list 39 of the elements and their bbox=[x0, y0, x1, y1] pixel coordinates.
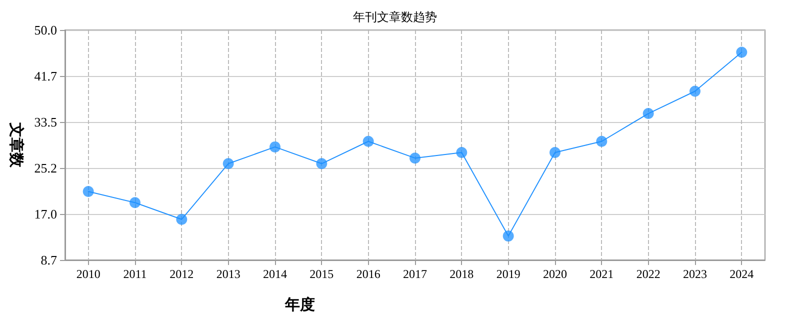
y-tick-label: 41.7 bbox=[34, 68, 58, 84]
point bbox=[82, 186, 94, 197]
x-tick-label: 2013 bbox=[216, 267, 240, 281]
point bbox=[176, 214, 188, 225]
point bbox=[362, 136, 374, 147]
y-tick-label: 25.2 bbox=[34, 160, 57, 176]
x-tick-label: 2010 bbox=[76, 267, 100, 281]
point bbox=[456, 147, 468, 158]
x-tick-label: 2019 bbox=[496, 267, 520, 281]
point bbox=[410, 152, 420, 164]
x-tick-label: 2017 bbox=[403, 267, 427, 281]
x-tick-label: 2023 bbox=[683, 267, 707, 281]
x-tick-label: 2022 bbox=[636, 267, 660, 281]
x-tick-label: 2011 bbox=[123, 267, 147, 281]
point bbox=[270, 141, 280, 152]
x-tick-label: 2021 bbox=[590, 267, 614, 281]
point bbox=[642, 108, 654, 120]
point bbox=[736, 46, 748, 58]
x-tick-label: 2012 bbox=[170, 267, 194, 281]
x-tick-label: 2014 bbox=[263, 267, 287, 281]
y-tick-label: 50.0 bbox=[34, 22, 57, 38]
point bbox=[130, 197, 140, 208]
point bbox=[690, 86, 700, 97]
x-tick-label: 2018 bbox=[450, 267, 474, 281]
chart-title: 年刊文章数趋势 bbox=[353, 10, 437, 24]
point bbox=[596, 136, 608, 147]
point bbox=[502, 230, 514, 242]
point bbox=[550, 147, 560, 158]
y-tick-label: 8.7 bbox=[40, 252, 58, 268]
x-tick-label: 2024 bbox=[730, 267, 754, 281]
y-axis-title: 文章数 bbox=[8, 122, 26, 168]
point bbox=[316, 158, 328, 170]
x-tick-label: 2020 bbox=[543, 267, 567, 281]
x-tick-label: 2016 bbox=[356, 267, 380, 281]
x-axis-title: 年度 bbox=[284, 296, 315, 314]
x-tick-label: 2015 bbox=[310, 267, 334, 281]
point bbox=[222, 158, 234, 170]
y-tick-label: 33.5 bbox=[34, 114, 57, 130]
y-tick-label: 17.0 bbox=[34, 206, 57, 222]
